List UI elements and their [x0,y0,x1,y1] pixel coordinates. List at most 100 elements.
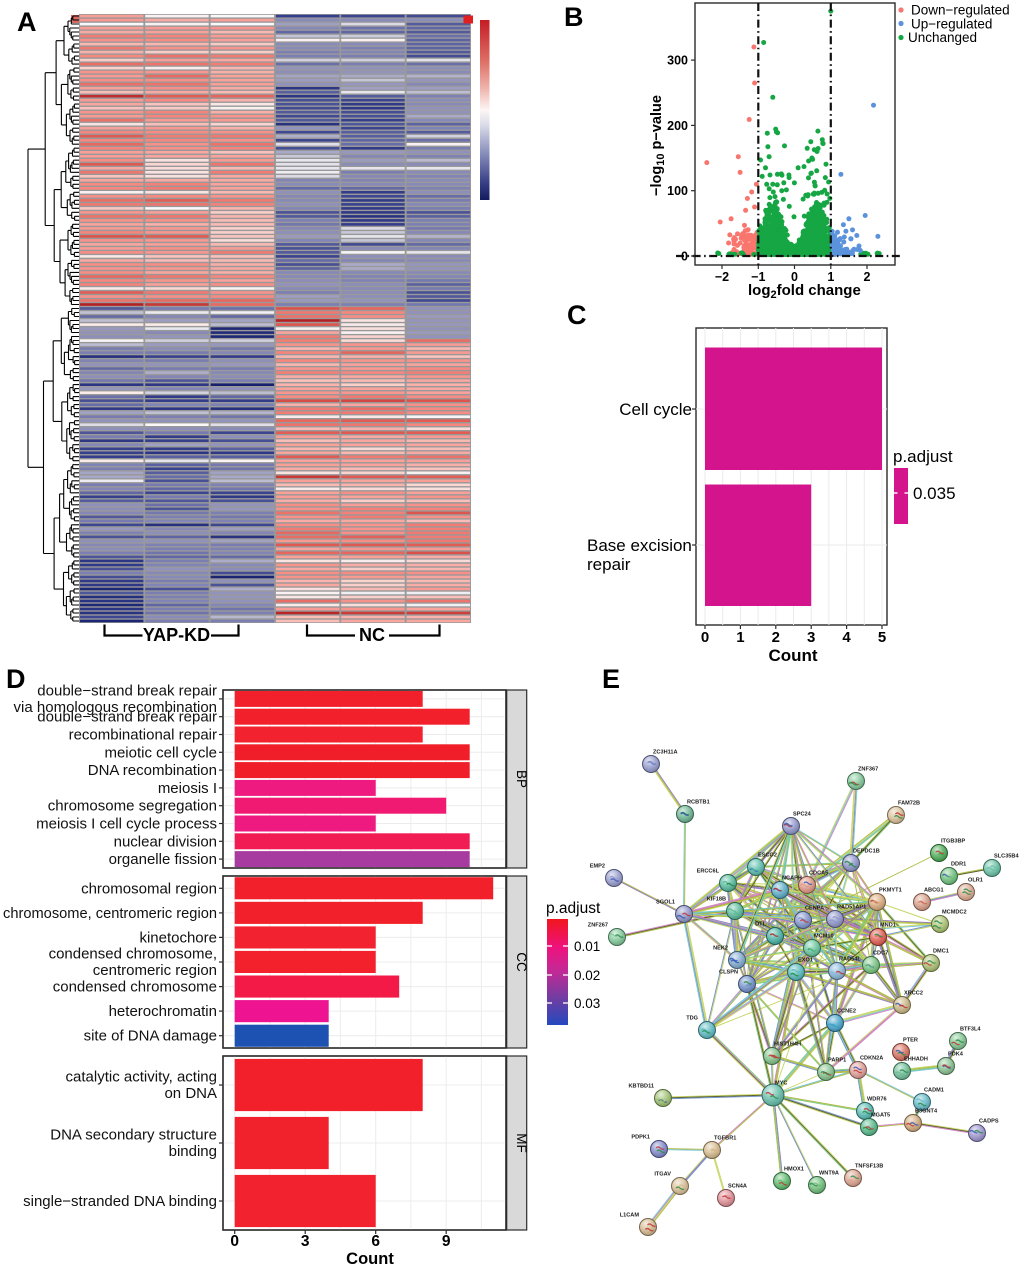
svg-text:CCNE2: CCNE2 [837,1009,856,1015]
svg-text:Up−regulated: Up−regulated [911,17,992,32]
svg-text:C: C [567,300,587,330]
svg-text:PDPK1: PDPK1 [631,1135,650,1141]
svg-text:0.02: 0.02 [574,968,600,983]
svg-text:0: 0 [701,629,709,646]
svg-text:ABCG1: ABCG1 [924,888,944,894]
svg-text:chromosomal region: chromosomal region [81,880,217,897]
svg-text:0.035: 0.035 [913,484,956,503]
svg-text:double−strand break repair: double−strand break repair [37,682,217,699]
svg-text:Unchanged: Unchanged [908,30,977,45]
svg-text:nuclear division: nuclear division [114,833,217,850]
svg-text:binding: binding [169,1143,217,1160]
svg-text:MCMDC2: MCMDC2 [942,910,967,916]
svg-text:single−stranded DNA binding: single−stranded DNA binding [23,1193,217,1210]
svg-text:CENPA: CENPA [805,906,824,912]
svg-text:KIF18B: KIF18B [707,897,726,903]
svg-text:Down−regulated: Down−regulated [911,3,1010,18]
svg-text:NC: NC [359,625,385,645]
svg-text:WNT9A: WNT9A [819,1171,839,1177]
svg-text:0.01: 0.01 [574,939,600,954]
svg-text:A: A [17,7,37,37]
svg-text:−1: −1 [751,270,765,284]
svg-text:repair: repair [587,555,631,574]
svg-text:OLR1: OLR1 [968,878,983,884]
svg-text:BP: BP [514,770,529,788]
svg-text:ZNF267: ZNF267 [588,923,608,929]
svg-text:log2fold change: log2fold change [748,282,861,301]
svg-text:0: 0 [791,270,798,284]
svg-text:CADPS: CADPS [979,1119,999,1125]
svg-text:MF: MF [514,1133,529,1153]
svg-text:recombinational repair: recombinational repair [69,727,217,744]
svg-text:p.adjust: p.adjust [546,900,601,917]
svg-text:meiosis I cell cycle process: meiosis I cell cycle process [36,816,217,833]
svg-text:WDR76: WDR76 [867,1097,887,1103]
svg-text:EHHADH: EHHADH [904,1057,928,1063]
svg-text:FAM72B: FAM72B [898,801,920,807]
svg-text:NCAPH: NCAPH [782,876,802,882]
svg-text:0: 0 [230,1233,239,1250]
svg-text:DTL: DTL [755,922,766,928]
svg-text:9: 9 [442,1233,451,1250]
svg-text:L1CAM: L1CAM [620,1213,640,1219]
svg-text:3: 3 [807,629,815,646]
svg-text:DEPDC1B: DEPDC1B [853,849,880,855]
svg-text:ESCO2: ESCO2 [758,853,777,859]
svg-text:meiotic cell cycle: meiotic cell cycle [104,744,217,761]
svg-text:meiosis I: meiosis I [158,780,217,797]
svg-text:−log10 p−value: −log10 p−value [649,95,667,196]
svg-text:1: 1 [827,270,834,284]
svg-text:MGAT5: MGAT5 [871,1113,890,1119]
svg-text:MYC: MYC [775,1081,787,1087]
svg-text:Base excision: Base excision [587,536,692,555]
svg-text:5: 5 [878,629,886,646]
svg-text:2: 2 [864,270,871,284]
svg-text:organelle fission: organelle fission [109,851,217,868]
svg-text:double−strand break repair: double−strand break repair [37,709,217,726]
svg-text:CDC7: CDC7 [873,951,888,957]
svg-text:MCM10: MCM10 [814,934,834,940]
svg-text:DNA recombination: DNA recombination [88,762,217,779]
svg-text:RCBTB1: RCBTB1 [687,800,710,806]
svg-text:EMP2: EMP2 [590,864,605,870]
svg-text:chromosome segregation: chromosome segregation [48,798,217,815]
svg-text:EXO1: EXO1 [798,958,813,964]
svg-text:KBTBD11: KBTBD11 [629,1084,655,1090]
svg-text:0.03: 0.03 [574,996,600,1011]
svg-text:D: D [6,664,26,694]
svg-text:0: 0 [681,250,688,264]
svg-text:ITGAV: ITGAV [654,1172,671,1178]
svg-text:4: 4 [842,629,851,646]
svg-text:on DNA: on DNA [164,1085,217,1102]
svg-text:3: 3 [301,1233,310,1250]
svg-text:TGFBR1: TGFBR1 [714,1136,736,1142]
svg-text:BTF3L4: BTF3L4 [960,1027,981,1033]
svg-text:SLC35B4: SLC35B4 [994,854,1019,860]
svg-text:CADM1: CADM1 [924,1088,944,1094]
svg-text:ZNF367: ZNF367 [858,767,878,773]
svg-text:100: 100 [667,184,688,198]
svg-text:CDCA5: CDCA5 [809,871,828,877]
svg-text:p.adjust: p.adjust [893,447,953,466]
svg-text:kinetochore: kinetochore [139,929,217,946]
svg-text:via homologous recombination: via homologous recombination [14,699,217,716]
svg-text:CDKN2A: CDKN2A [860,1056,883,1062]
svg-text:300: 300 [667,54,688,68]
svg-text:SPC24: SPC24 [793,812,812,818]
svg-text:B3GNT4: B3GNT4 [915,1109,938,1115]
svg-text:ERCC6L: ERCC6L [697,869,720,875]
svg-text:CC: CC [514,952,529,972]
svg-text:centromeric region: centromeric region [93,962,217,979]
svg-text:1: 1 [736,629,744,646]
svg-text:XRCC2: XRCC2 [904,991,923,997]
svg-text:MND1: MND1 [880,923,896,929]
svg-text:NEK2: NEK2 [713,946,728,952]
svg-text:200: 200 [667,119,688,133]
svg-text:TDG: TDG [686,1016,698,1022]
svg-text:Count: Count [768,646,817,665]
svg-text:ITGB3BP: ITGB3BP [941,839,966,845]
svg-text:RAD54L: RAD54L [839,957,861,963]
svg-text:catalytic activity, acting: catalytic activity, acting [66,1069,217,1086]
svg-text:site of DNA damage: site of DNA damage [84,1028,217,1045]
svg-text:YAP-KD: YAP-KD [143,625,210,645]
